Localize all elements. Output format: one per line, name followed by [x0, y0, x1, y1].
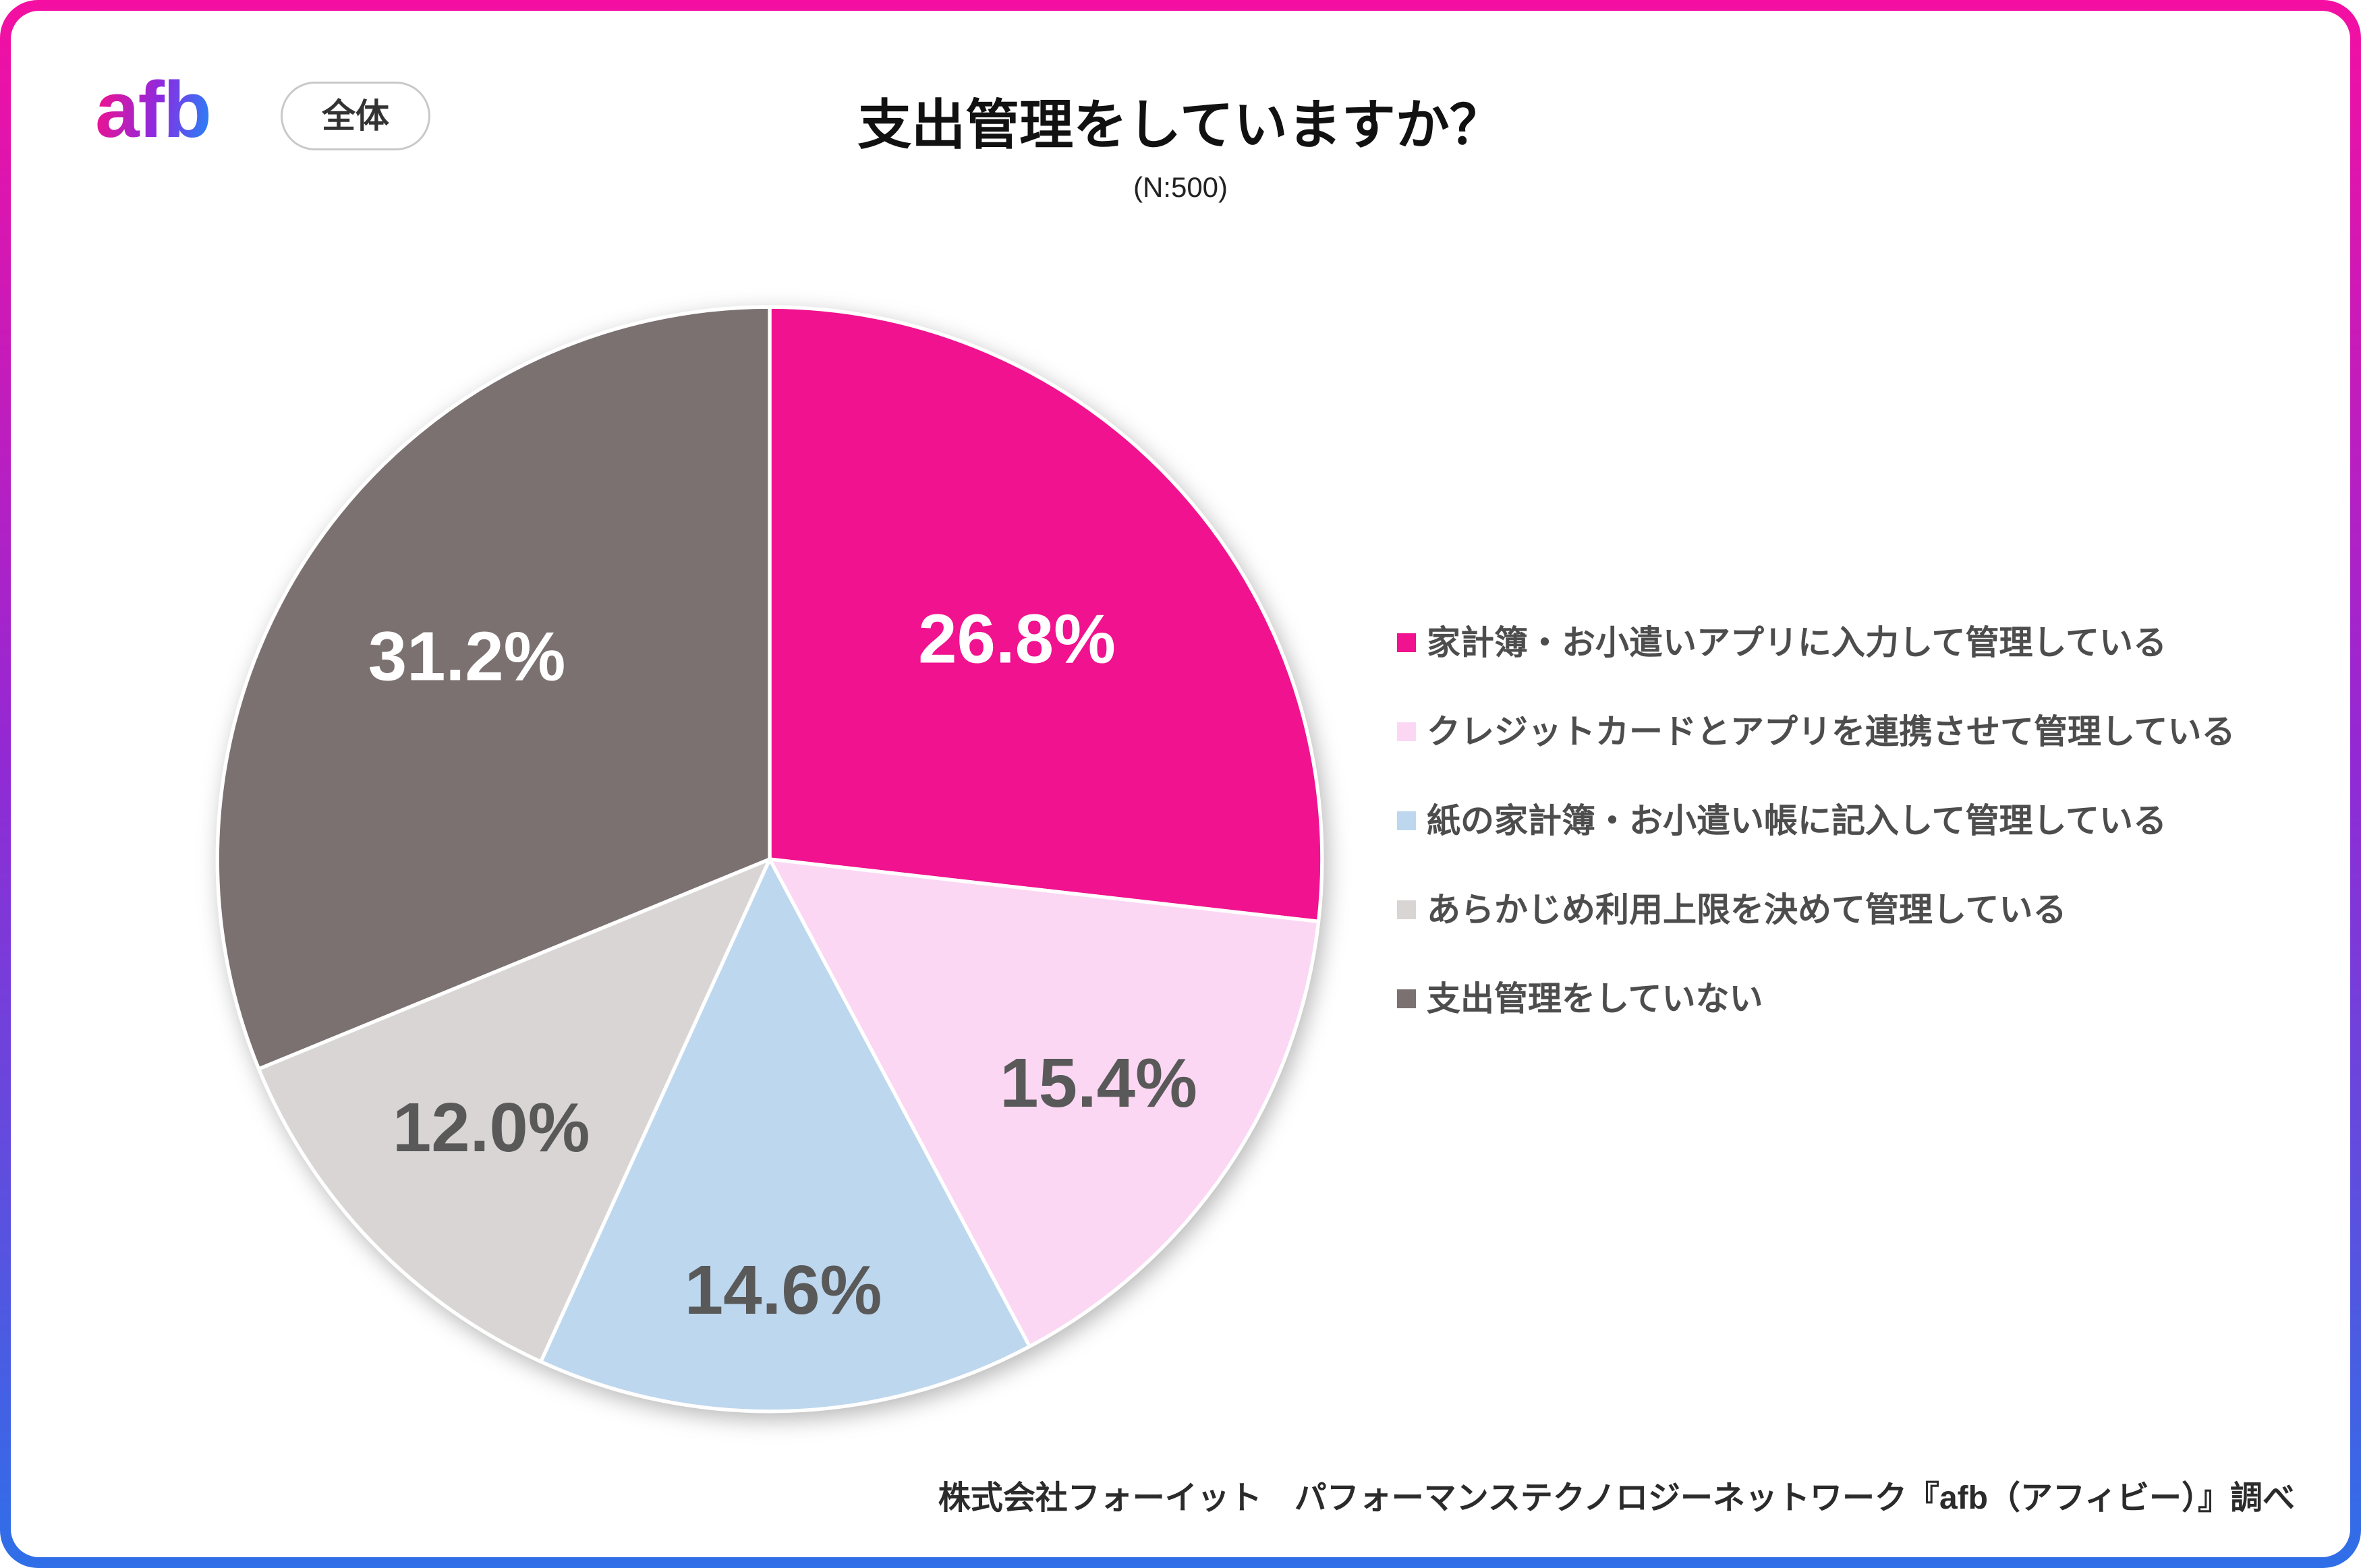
legend-item: 紙の家計簿・お小遣い帳に記入して管理している	[1397, 804, 2236, 838]
pie-chart: 26.8% 15.4% 14.6% 12.0% 31.2%	[215, 305, 1324, 1414]
chart-canvas: afb 全体 支出管理をしていますか？ (N:500) 26.8% 15.4% 14…	[11, 11, 2350, 1557]
legend-label: 家計簿・お小遣いアプリに入力して管理している	[1427, 624, 2167, 662]
sample-size-label: (N:500)	[1133, 171, 1228, 203]
legend-item: あらかじめ利用上限を決めて管理している	[1397, 893, 2236, 927]
pie-slice	[215, 305, 772, 1071]
pie-value-label: 26.8%	[918, 600, 1116, 677]
pie-slice	[768, 857, 1321, 1349]
pie-slice	[256, 857, 772, 1364]
legend-swatch	[1397, 633, 1416, 652]
pie-value-label: 31.2%	[368, 618, 566, 695]
legend-item: 支出管理をしていない	[1397, 982, 2236, 1016]
afb-logo: afb	[95, 65, 212, 154]
legend-label: あらかじめ利用上限を決めて管理している	[1427, 891, 2067, 929]
pie-value-label: 14.6%	[685, 1251, 882, 1329]
pie-value-label: 15.4%	[1000, 1044, 1197, 1122]
page-title: 支出管理をしていますか？	[857, 95, 1504, 155]
legend-label: クレジットカードとアプリを連携させて管理している	[1427, 713, 2236, 751]
pie-slice	[539, 857, 1032, 1414]
legend-swatch	[1397, 989, 1416, 1008]
legend: 家計簿・お小遣いアプリに入力して管理しているクレジットカードとアプリを連携させて…	[1397, 626, 2236, 1016]
legend-swatch	[1397, 811, 1416, 830]
scope-pill: 全体	[281, 82, 430, 150]
pie-value-label: 12.0%	[393, 1088, 590, 1166]
legend-swatch	[1397, 722, 1416, 741]
legend-swatch	[1397, 900, 1416, 919]
pie-chart-container: 26.8% 15.4% 14.6% 12.0% 31.2%	[169, 259, 1370, 1459]
pie-slice	[768, 305, 1324, 924]
footer-credit: 株式会社フォーイット パフォーマンステクノロジーネットワーク『afb（アフィビー…	[938, 1480, 2295, 1516]
legend-label: 支出管理をしていない	[1427, 980, 1763, 1018]
legend-label: 紙の家計簿・お小遣い帳に記入して管理している	[1427, 802, 2167, 840]
legend-item: 家計簿・お小遣いアプリに入力して管理している	[1397, 626, 2236, 660]
legend-item: クレジットカードとアプリを連携させて管理している	[1397, 715, 2236, 749]
